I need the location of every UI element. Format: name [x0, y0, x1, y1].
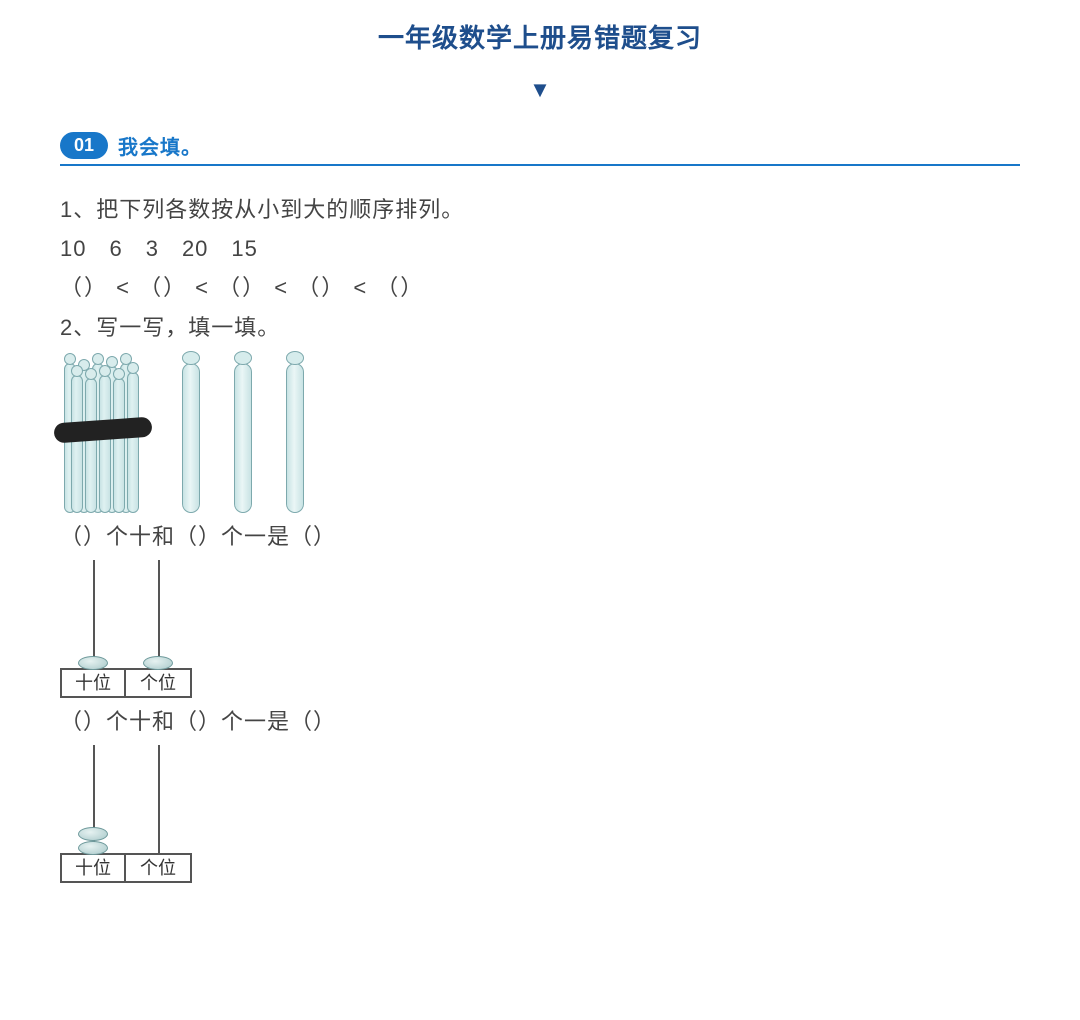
q1-prompt: 1、把下列各数按从小到大的顺序排列。	[60, 192, 1020, 227]
abacus-1: 十位 个位	[60, 560, 200, 700]
q2-prompt: 2、写一写，填一填。	[60, 310, 1020, 345]
abacus-2: 十位 个位	[60, 745, 200, 885]
abacus-frame: 十位 个位	[60, 853, 192, 883]
q2-sentence-a: （）个十和（）个一是（）	[60, 519, 1020, 554]
abacus-rod-tens	[93, 560, 95, 670]
content: 1、把下列各数按从小到大的顺序排列。 10 6 3 20 15 （） < （） …	[60, 192, 1020, 885]
stick-bundle	[58, 358, 148, 513]
section-header: 01 我会填。	[60, 131, 1020, 166]
abacus-label-tens: 十位	[60, 668, 126, 698]
abacus-label-tens: 十位	[60, 853, 126, 883]
q1-numbers: 10 6 3 20 15	[60, 231, 1020, 266]
abacus-label-ones: 个位	[126, 668, 192, 698]
abacus-rod-ones	[158, 560, 160, 670]
abacus-rod-ones	[158, 745, 160, 855]
section-title: 我会填。	[118, 131, 202, 160]
single-stick	[234, 358, 252, 513]
single-stick	[286, 358, 304, 513]
abacus-bead	[78, 827, 108, 841]
page-title: 一年级数学上册易错题复习	[0, 0, 1080, 55]
abacus-frame: 十位 个位	[60, 668, 192, 698]
sticks-graphic	[58, 353, 1020, 513]
abacus-bead	[143, 656, 173, 670]
section-badge: 01	[60, 132, 108, 159]
q1-ordering: （） < （） < （） < （） < （）	[60, 270, 1020, 305]
q2-sentence-b: （）个十和（）个一是（）	[60, 704, 1020, 739]
abacus-bead	[78, 656, 108, 670]
abacus-label-ones: 个位	[126, 853, 192, 883]
down-arrow-icon: ▼	[0, 77, 1080, 103]
single-stick	[182, 358, 200, 513]
